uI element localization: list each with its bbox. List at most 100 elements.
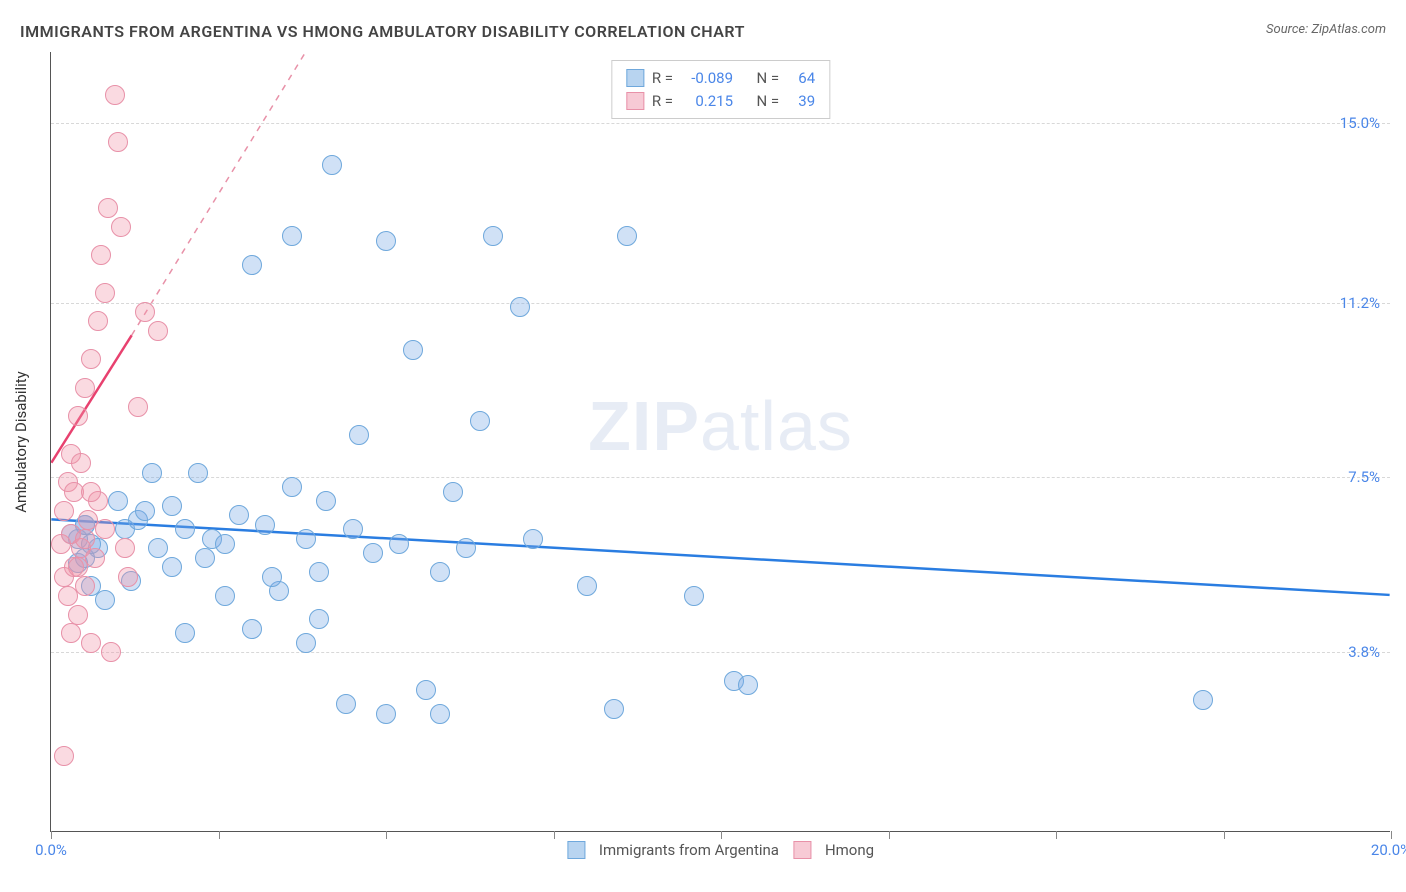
data-point (188, 463, 208, 483)
data-point (162, 557, 182, 577)
data-point (135, 302, 155, 322)
trend-line (51, 519, 1389, 595)
y-tick-label: 15.0% (1340, 114, 1380, 132)
data-point (296, 633, 316, 653)
stats-row: R =0.215 N =39 (626, 90, 815, 113)
data-point (430, 562, 450, 582)
data-point (75, 378, 95, 398)
grid-line (51, 652, 1390, 653)
data-point (101, 642, 121, 662)
data-point (483, 226, 503, 246)
data-point (142, 463, 162, 483)
x-tick (1056, 831, 1057, 839)
data-point (604, 699, 624, 719)
legend-swatch (626, 69, 644, 87)
watermark-light: atlas (700, 387, 853, 465)
stats-legend: R =-0.089 N =64R =0.215 N =39 (611, 60, 830, 119)
data-point (75, 576, 95, 596)
data-point (456, 538, 476, 558)
data-point (738, 675, 758, 695)
stat-n-label: N = (757, 90, 780, 113)
data-point (71, 453, 91, 473)
source-name: ZipAtlas.com (1311, 22, 1386, 37)
data-point (430, 704, 450, 724)
data-point (95, 519, 115, 539)
data-point (296, 529, 316, 549)
data-point (128, 397, 148, 417)
x-tick (889, 831, 890, 839)
data-point (262, 567, 282, 587)
data-point (61, 623, 81, 643)
data-point (684, 586, 704, 606)
stat-r-label: R = (652, 90, 673, 113)
data-point (75, 529, 95, 549)
data-point (389, 534, 409, 554)
data-point (523, 529, 543, 549)
legend-swatch (626, 92, 644, 110)
data-point (115, 538, 135, 558)
data-point (443, 482, 463, 502)
data-point (349, 425, 369, 445)
legend-label: Hmong (825, 841, 874, 859)
data-point (282, 477, 302, 497)
data-point (68, 605, 88, 625)
data-point (336, 694, 356, 714)
trend-lines-layer (51, 52, 1390, 831)
stat-r-label: R = (652, 67, 673, 90)
data-point (577, 576, 597, 596)
y-axis-label: Ambulatory Disability (12, 371, 30, 513)
data-point (215, 586, 235, 606)
legend-label: Immigrants from Argentina (599, 841, 779, 859)
data-point (1193, 690, 1213, 710)
grid-line (51, 123, 1390, 124)
data-point (316, 491, 336, 511)
x-tick (1391, 831, 1392, 839)
data-point (108, 491, 128, 511)
data-point (98, 198, 118, 218)
trend-line (132, 52, 306, 335)
data-point (81, 633, 101, 653)
data-point (229, 505, 249, 525)
data-point (88, 311, 108, 331)
data-point (175, 519, 195, 539)
x-tick (554, 831, 555, 839)
grid-line (51, 303, 1390, 304)
data-point (105, 85, 125, 105)
data-point (54, 501, 74, 521)
data-point (108, 132, 128, 152)
x-tick (51, 831, 52, 839)
data-point (135, 501, 155, 521)
data-point (95, 590, 115, 610)
y-tick-label: 11.2% (1340, 294, 1380, 312)
series-legend: Immigrants from Argentina Hmong (567, 841, 874, 859)
data-point (242, 619, 262, 639)
source-attribution: Source: ZipAtlas.com (1266, 22, 1386, 37)
x-tick (219, 831, 220, 839)
x-tick-label: 0.0% (35, 841, 67, 859)
data-point (81, 482, 101, 502)
legend-swatch (793, 841, 811, 859)
data-point (309, 609, 329, 629)
data-point (111, 217, 131, 237)
stat-r-value: 0.215 (681, 90, 733, 113)
watermark-bold: ZIP (588, 387, 700, 465)
chart-title: IMMIGRANTS FROM ARGENTINA VS HMONG AMBUL… (20, 22, 745, 41)
data-point (282, 226, 302, 246)
data-point (363, 543, 383, 563)
data-point (81, 349, 101, 369)
data-point (195, 548, 215, 568)
x-tick (721, 831, 722, 839)
data-point (54, 746, 74, 766)
data-point (242, 255, 262, 275)
data-point (403, 340, 423, 360)
data-point (376, 231, 396, 251)
data-point (510, 297, 530, 317)
stats-row: R =-0.089 N =64 (626, 67, 815, 90)
data-point (309, 562, 329, 582)
data-point (343, 519, 363, 539)
data-point (215, 534, 235, 554)
data-point (148, 321, 168, 341)
plot-area: Ambulatory Disability ZIPatlas R =-0.089… (50, 52, 1390, 832)
legend-swatch (567, 841, 585, 859)
y-tick-label: 7.5% (1348, 468, 1380, 486)
